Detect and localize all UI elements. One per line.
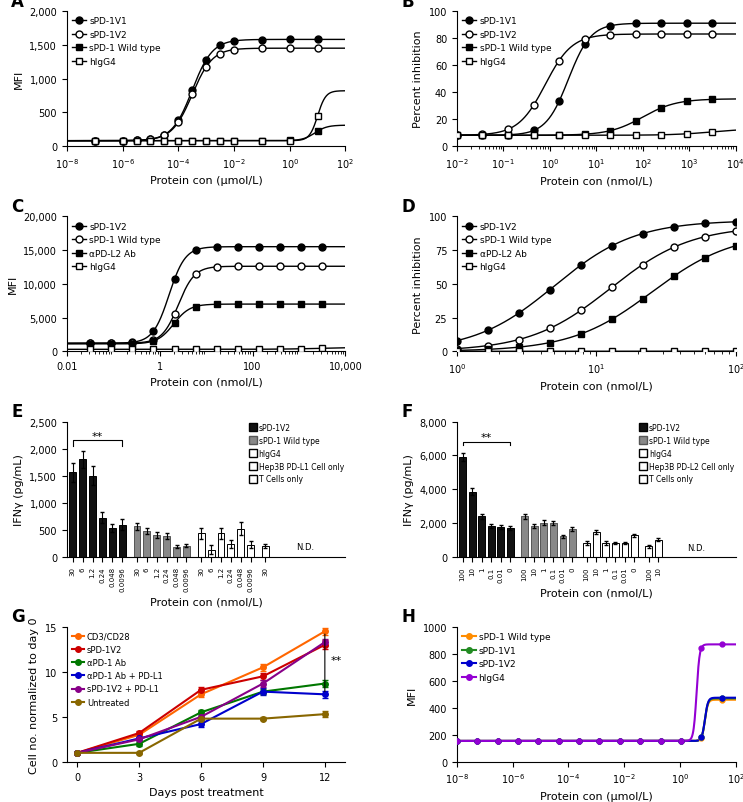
Bar bbox=[603, 544, 609, 557]
Legend: sPD-1V2, sPD-1 Wild type, hIgG4, Hep3B PD-L2 Cell only, T Cells only: sPD-1V2, sPD-1 Wild type, hIgG4, Hep3B P… bbox=[639, 423, 734, 484]
Bar bbox=[227, 545, 234, 557]
Legend: sPD-1V2, sPD-1 Wild type, hIgG4, Hep3B PD-L1 Cell only, T Cells only: sPD-1V2, sPD-1 Wild type, hIgG4, Hep3B P… bbox=[249, 423, 344, 484]
Bar bbox=[522, 516, 528, 557]
Bar bbox=[163, 537, 170, 557]
Bar bbox=[237, 529, 244, 557]
Legend: sPD-1V2, sPD-1 Wild type, αPD-L2 Ab, hIgG4: sPD-1V2, sPD-1 Wild type, αPD-L2 Ab, hIg… bbox=[458, 219, 555, 276]
Bar bbox=[531, 527, 538, 557]
Bar bbox=[655, 540, 661, 557]
Bar bbox=[207, 550, 215, 557]
Bar bbox=[593, 533, 600, 557]
Bar bbox=[99, 518, 106, 557]
Bar bbox=[583, 544, 590, 557]
Bar bbox=[469, 492, 476, 557]
Bar bbox=[507, 529, 513, 557]
X-axis label: Protein con (μmol/L): Protein con (μmol/L) bbox=[540, 791, 652, 801]
Legend: sPD-1 Wild type, sPD-1V1, sPD-1V2, hIgG4: sPD-1 Wild type, sPD-1V1, sPD-1V2, hIgG4 bbox=[458, 629, 554, 686]
Y-axis label: Percent inhibition: Percent inhibition bbox=[413, 236, 424, 333]
Bar bbox=[488, 527, 495, 557]
Text: F: F bbox=[401, 403, 412, 420]
Bar bbox=[143, 532, 150, 557]
Y-axis label: MFI: MFI bbox=[407, 685, 417, 704]
Bar bbox=[569, 529, 576, 557]
X-axis label: Protein con (nmol/L): Protein con (nmol/L) bbox=[540, 381, 652, 391]
Bar bbox=[153, 535, 160, 557]
Text: E: E bbox=[11, 403, 22, 420]
Y-axis label: Percent inhibition: Percent inhibition bbox=[413, 30, 424, 128]
X-axis label: Protein con (μmol/L): Protein con (μmol/L) bbox=[150, 176, 262, 186]
Legend: CD3/CD28, sPD-1V2, αPD-1 Ab, αPD-1 Ab + PD-L1, sPD-1V2 + PD-L1, Untreated: CD3/CD28, sPD-1V2, αPD-1 Ab, αPD-1 Ab + … bbox=[68, 629, 166, 710]
Text: N.D.: N.D. bbox=[687, 543, 706, 552]
Bar bbox=[109, 529, 116, 557]
Bar bbox=[80, 460, 86, 557]
Text: N.D.: N.D. bbox=[296, 542, 314, 552]
Bar bbox=[540, 523, 547, 557]
Bar bbox=[459, 457, 466, 557]
X-axis label: Protein con (nmol/L): Protein con (nmol/L) bbox=[540, 176, 652, 186]
X-axis label: Protein con (nmol/L): Protein con (nmol/L) bbox=[150, 377, 262, 387]
Legend: sPD-1V1, sPD-1V2, sPD-1 Wild type, hIgG4: sPD-1V1, sPD-1V2, sPD-1 Wild type, hIgG4 bbox=[68, 14, 165, 71]
Bar bbox=[631, 536, 637, 557]
Y-axis label: IFNγ (pg/mL): IFNγ (pg/mL) bbox=[13, 454, 24, 525]
Bar bbox=[612, 544, 619, 557]
Bar bbox=[198, 533, 205, 557]
X-axis label: Protein con (nmol/L): Protein con (nmol/L) bbox=[150, 597, 262, 607]
Bar bbox=[559, 537, 566, 557]
Bar bbox=[498, 528, 504, 557]
Bar bbox=[247, 545, 254, 557]
Y-axis label: Cell no. normalized to day 0: Cell no. normalized to day 0 bbox=[29, 616, 39, 772]
Bar bbox=[218, 533, 224, 557]
Text: H: H bbox=[401, 608, 415, 626]
Text: **: ** bbox=[92, 431, 103, 441]
Bar bbox=[646, 547, 652, 557]
Y-axis label: IFNγ (pg/mL): IFNγ (pg/mL) bbox=[404, 454, 414, 525]
Text: D: D bbox=[401, 197, 415, 216]
Bar bbox=[119, 525, 126, 557]
Text: G: G bbox=[11, 608, 25, 626]
Text: **: ** bbox=[331, 655, 343, 665]
Legend: sPD-1V1, sPD-1V2, sPD-1 Wild type, hIgG4: sPD-1V1, sPD-1V2, sPD-1 Wild type, hIgG4 bbox=[458, 14, 555, 71]
Y-axis label: MFI: MFI bbox=[14, 70, 24, 89]
Bar bbox=[622, 544, 629, 557]
Bar bbox=[183, 546, 190, 557]
Bar bbox=[262, 546, 269, 557]
Text: **: ** bbox=[481, 433, 492, 443]
Bar bbox=[478, 516, 485, 557]
Bar bbox=[89, 476, 96, 557]
Y-axis label: MFI: MFI bbox=[7, 275, 18, 294]
Text: A: A bbox=[11, 0, 24, 10]
Bar bbox=[69, 472, 77, 557]
X-axis label: Days post treatment: Days post treatment bbox=[149, 787, 264, 797]
X-axis label: Protein con (nmol/L): Protein con (nmol/L) bbox=[540, 588, 652, 597]
Bar bbox=[550, 523, 557, 557]
Legend: sPD-1V2, sPD-1 Wild type, αPD-L2 Ab, hIgG4: sPD-1V2, sPD-1 Wild type, αPD-L2 Ab, hIg… bbox=[68, 219, 165, 276]
Text: C: C bbox=[11, 197, 23, 216]
Text: B: B bbox=[401, 0, 414, 10]
Bar bbox=[173, 547, 180, 557]
Bar bbox=[134, 527, 140, 557]
